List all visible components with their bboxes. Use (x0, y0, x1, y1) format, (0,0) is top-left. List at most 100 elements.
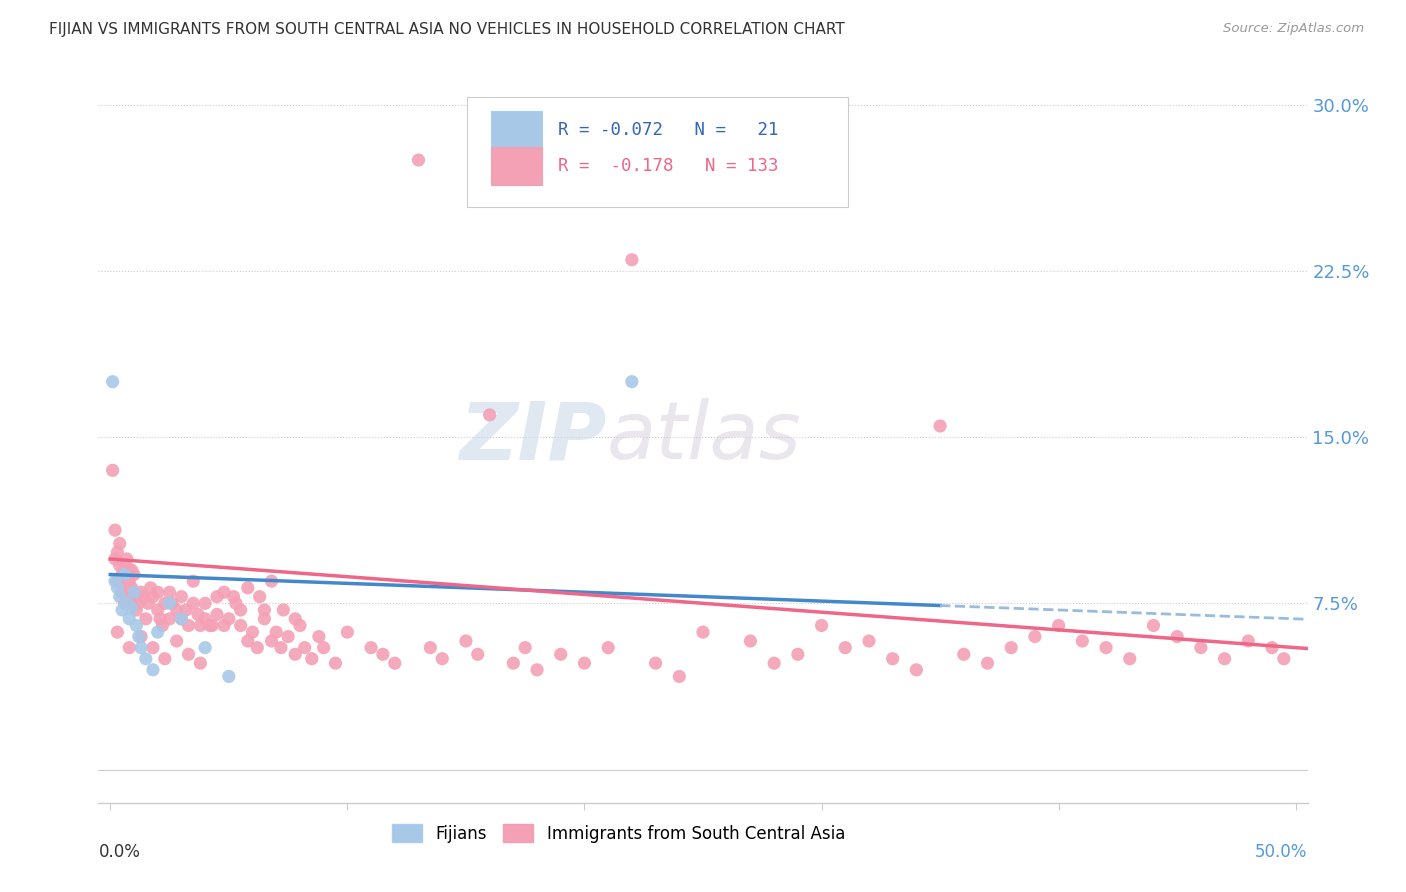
Point (104, 523, 127, 537)
Point (288, 618, 311, 632)
Point (598, 640, 620, 655)
Point (810, 618, 832, 632)
Point (129, 585, 152, 599)
Point (432, 651, 454, 665)
Text: atlas: atlas (606, 398, 801, 476)
Point (229, 603, 252, 617)
Point (114, 558, 136, 573)
Point (264, 625, 287, 640)
Point (277, 630, 299, 644)
Point (218, 612, 240, 626)
Point (139, 581, 162, 595)
Point (467, 648, 489, 662)
Point (419, 640, 441, 655)
Point (105, 574, 128, 589)
Point (159, 596, 181, 610)
Point (201, 618, 224, 632)
Point (882, 651, 904, 665)
Point (122, 567, 145, 582)
Point (118, 640, 141, 655)
Point (146, 625, 169, 640)
Point (105, 581, 128, 595)
Point (115, 552, 138, 566)
Point (105, 545, 128, 559)
Point (212, 618, 235, 632)
Point (142, 590, 165, 604)
Point (858, 634, 880, 648)
Legend: Fijians, Immigrants from South Central Asia: Fijians, Immigrants from South Central A… (385, 818, 852, 849)
Point (118, 563, 141, 577)
Point (153, 651, 176, 665)
Point (222, 590, 245, 604)
Point (478, 408, 501, 422)
Point (160, 596, 183, 610)
Point (149, 612, 172, 626)
Point (905, 663, 928, 677)
Point (129, 630, 152, 644)
Point (118, 612, 141, 626)
Point (125, 618, 148, 632)
Point (128, 596, 150, 610)
Point (108, 590, 131, 604)
Text: R =  -0.178   N = 133: R = -0.178 N = 133 (558, 158, 779, 176)
Point (260, 634, 283, 648)
Point (153, 596, 176, 610)
Point (408, 153, 430, 167)
Point (122, 585, 145, 599)
Point (336, 625, 359, 640)
Point (786, 648, 808, 662)
Point (111, 603, 134, 617)
Point (132, 590, 155, 604)
Point (1189, 640, 1212, 655)
Point (136, 596, 159, 610)
Point (114, 596, 136, 610)
Point (1047, 618, 1070, 632)
Point (371, 648, 394, 662)
Point (190, 618, 212, 632)
Point (574, 656, 596, 670)
Point (104, 552, 127, 566)
Point (108, 558, 131, 573)
Point (166, 603, 188, 617)
Point (170, 612, 193, 626)
Point (1095, 640, 1118, 655)
Point (198, 618, 221, 632)
Point (170, 612, 193, 626)
Point (284, 612, 307, 626)
Point (111, 585, 134, 599)
Text: 0.0%: 0.0% (98, 843, 141, 861)
Point (253, 603, 276, 617)
Point (668, 669, 690, 683)
Point (1166, 630, 1188, 644)
Point (101, 463, 124, 477)
Point (312, 640, 335, 655)
Point (122, 585, 145, 599)
Point (177, 648, 200, 662)
Point (125, 603, 148, 617)
Point (260, 574, 283, 589)
Point (101, 375, 124, 389)
Point (152, 618, 174, 632)
Point (1237, 634, 1260, 648)
Point (929, 419, 952, 434)
Point (644, 656, 666, 670)
Point (135, 651, 157, 665)
Point (128, 630, 150, 644)
Point (170, 590, 193, 604)
Point (325, 656, 347, 670)
Point (454, 634, 477, 648)
Point (104, 574, 127, 589)
Point (190, 656, 212, 670)
Point (187, 607, 209, 622)
FancyBboxPatch shape (492, 111, 543, 149)
Text: ZIP: ZIP (458, 398, 606, 476)
Point (249, 590, 271, 604)
Point (115, 596, 138, 610)
Point (142, 640, 165, 655)
Point (308, 630, 330, 644)
Point (177, 618, 200, 632)
Point (236, 581, 259, 595)
Point (108, 536, 131, 550)
Point (115, 590, 138, 604)
FancyBboxPatch shape (492, 147, 543, 186)
